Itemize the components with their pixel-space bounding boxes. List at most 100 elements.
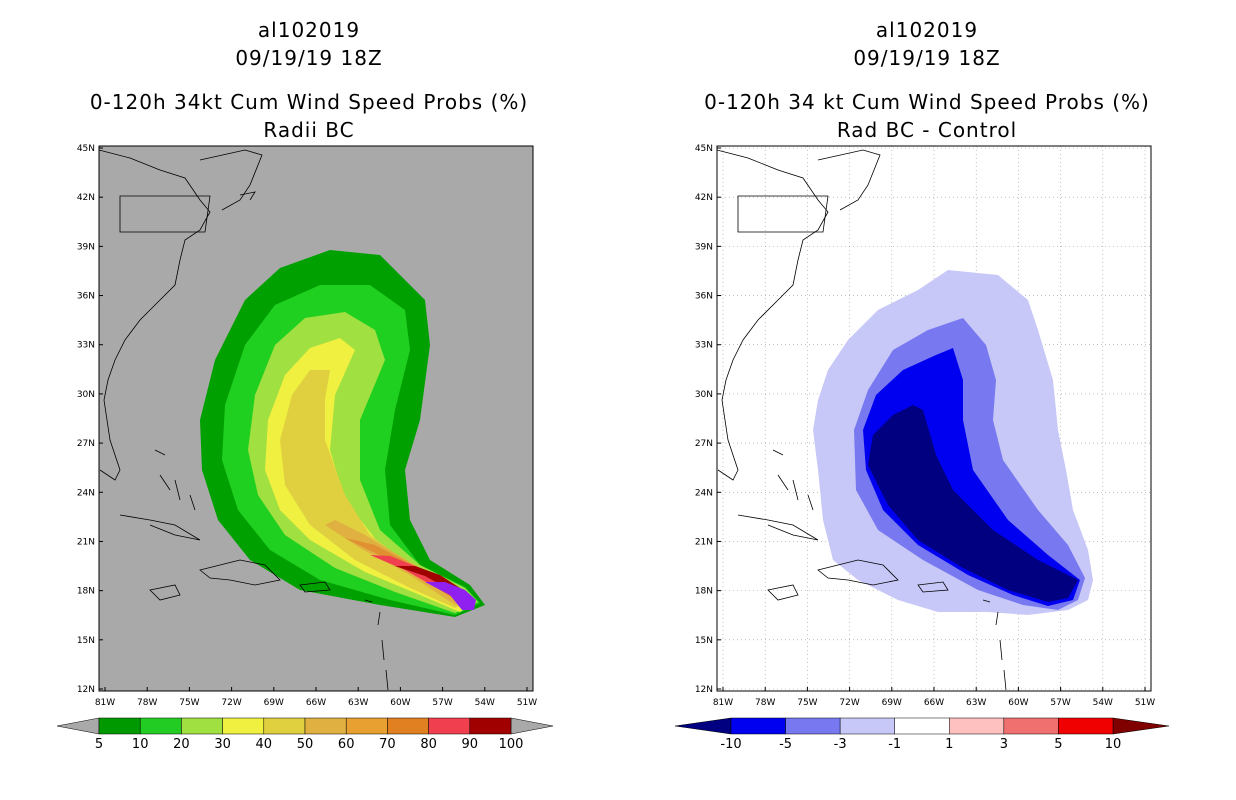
- colorbar-box: [469, 717, 512, 735]
- colorbar-label: 5: [95, 737, 103, 752]
- colorbar-box: [181, 717, 223, 735]
- colorbar-label: 40: [256, 737, 273, 752]
- colorbar-box: [1058, 717, 1114, 735]
- colorbar-right-arrow: [1112, 717, 1170, 735]
- colorbar-box: [730, 717, 786, 735]
- right-product-title: 0-120h 34 kt Cum Wind Speed Probs (%): [704, 90, 1150, 114]
- colorbar-box: [387, 717, 429, 735]
- contour-40: [280, 370, 473, 608]
- colorbar-label: -3: [834, 737, 847, 752]
- lat-tick-label: 12N: [695, 685, 713, 695]
- contour-90: [425, 582, 476, 610]
- right-colorbar: -10 -5 -3 -1 1 3 5 10: [674, 717, 1170, 752]
- left-panel: al102019 09/19/19 18Z 0-120h 34kt Cum Wi…: [56, 18, 554, 752]
- lat-tick-label: 45N: [695, 144, 713, 154]
- right-panel: al102019 09/19/19 18Z 0-120h 34 kt Cum W…: [618, 0, 1236, 800]
- lat-tick-label: 30N: [695, 390, 713, 400]
- lon-tick-label: 75W: [179, 698, 199, 708]
- colorbar-box: [949, 717, 1005, 735]
- lat-tick-label: 24N: [77, 488, 95, 498]
- lon-tick-label: 72W: [221, 698, 241, 708]
- lat-tick-label: 21N: [77, 537, 95, 547]
- lon-tick-label: 63W: [348, 698, 368, 708]
- colorbar-label: 5: [1054, 737, 1062, 752]
- lon-tick-label: 51W: [1135, 698, 1155, 708]
- lon-tick-label: 72W: [839, 698, 859, 708]
- lat-tick-label: 24N: [695, 488, 713, 498]
- lat-tick-label: 45N: [77, 144, 95, 154]
- colorbar-label: -10: [720, 737, 741, 752]
- colorbar-label: 90: [462, 737, 479, 752]
- colorbar-box: [1003, 717, 1059, 735]
- colorbar-label: 1: [945, 737, 953, 752]
- lon-tick-label: 60W: [1008, 698, 1028, 708]
- colorbar-right-arrow: [510, 717, 554, 735]
- colorbar-label: 10: [1105, 737, 1122, 752]
- lat-tick-label: 18N: [695, 587, 713, 597]
- lon-tick-label: 75W: [797, 698, 817, 708]
- colorbar-label: -5: [779, 737, 792, 752]
- colorbar-label: 70: [379, 737, 396, 752]
- colorbar-label: 100: [499, 737, 524, 752]
- colorbar-box: [345, 717, 388, 735]
- lon-tick-label: 78W: [137, 698, 157, 708]
- right-coastlines: [716, 149, 1007, 691]
- colorbar-box: [139, 717, 182, 735]
- lon-tick-label: 54W: [1093, 698, 1113, 708]
- colorbar-box: [98, 717, 141, 735]
- lat-tick-label: 12N: [77, 685, 95, 695]
- lon-tick-label: 69W: [264, 698, 284, 708]
- diff-minus10: [868, 405, 1078, 602]
- colorbar-left-arrow: [56, 717, 100, 735]
- lat-tick-label: 39N: [77, 242, 95, 252]
- lon-tick-label: 69W: [882, 698, 902, 708]
- colorbar-label: -1: [888, 737, 901, 752]
- lat-tick-label: 30N: [77, 390, 95, 400]
- lon-tick-label: 60W: [390, 698, 410, 708]
- lat-tick-label: 27N: [77, 439, 95, 449]
- lat-tick-label: 15N: [695, 636, 713, 646]
- lon-tick-label: 66W: [924, 698, 944, 708]
- lat-tick-label: 33N: [695, 341, 713, 351]
- lon-tick-label: 66W: [306, 698, 326, 708]
- lon-tick-label: 63W: [966, 698, 986, 708]
- right-datetime: 09/19/19 18Z: [853, 46, 1001, 70]
- right-storm-id: al102019: [875, 18, 979, 42]
- colorbar-box: [428, 717, 471, 735]
- lat-tick-label: 21N: [695, 537, 713, 547]
- lon-tick-label: 57W: [1050, 698, 1070, 708]
- colorbar-box: [304, 717, 347, 735]
- colorbar-box: [785, 717, 841, 735]
- colorbar-box: [839, 717, 895, 735]
- colorbar-label: 20: [173, 737, 190, 752]
- right-subtitle: Rad BC - Control: [836, 118, 1018, 142]
- colorbar-box: [222, 717, 265, 735]
- lat-tick-label: 36N: [695, 292, 713, 302]
- colorbar-label: 30: [214, 737, 231, 752]
- lat-tick-label: 18N: [77, 587, 95, 597]
- lon-tick-label: 78W: [755, 698, 775, 708]
- left-storm-id: al102019: [257, 18, 361, 42]
- lon-tick-label: 81W: [95, 698, 115, 708]
- left-colorbar: 5 10 20 30 40 50 60 70 80 90 100: [56, 717, 554, 752]
- colorbar-label: 80: [420, 737, 437, 752]
- lat-tick-label: 33N: [77, 341, 95, 351]
- colorbar-box: [894, 717, 950, 735]
- colorbar-left-arrow: [674, 717, 732, 735]
- colorbar-label: 60: [338, 737, 355, 752]
- colorbar-label: 10: [132, 737, 149, 752]
- lat-tick-label: 42N: [695, 193, 713, 203]
- colorbar-box: [263, 717, 306, 735]
- lat-tick-label: 27N: [695, 439, 713, 449]
- left-coastlines: [98, 149, 389, 691]
- lon-tick-label: 51W: [517, 698, 537, 708]
- left-subtitle: Radii BC: [263, 118, 355, 142]
- lat-tick-label: 36N: [77, 292, 95, 302]
- left-datetime: 09/19/19 18Z: [235, 46, 383, 70]
- lon-tick-label: 54W: [475, 698, 495, 708]
- colorbar-label: 50: [297, 737, 314, 752]
- lat-tick-label: 42N: [77, 193, 95, 203]
